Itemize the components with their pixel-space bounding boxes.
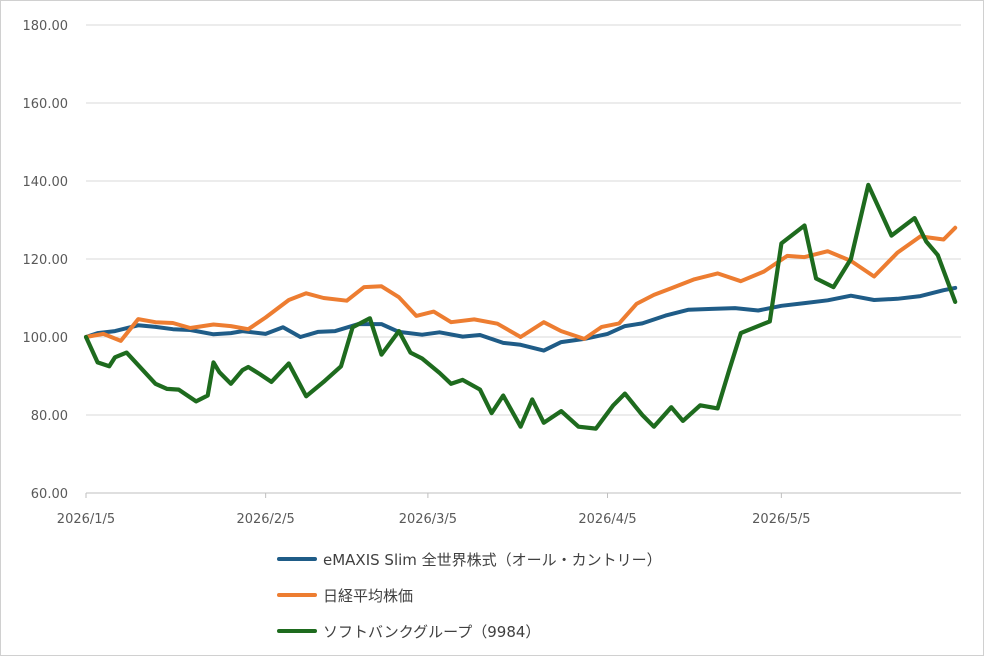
legend-label-nikkei: 日経平均株価 — [323, 586, 414, 605]
legend: eMAXIS Slim 全世界株式（オール・カントリー） 日経平均株価 ソフトバ… — [277, 541, 662, 649]
y-tick-label: 60.00 — [31, 487, 68, 502]
chart-svg: 60.00 80.00 100.00 120.00 140.00 160.00 180.00… — [23, 19, 961, 527]
y-tick-label: 100.00 — [23, 331, 69, 346]
y-tick-label: 140.00 — [23, 175, 69, 190]
legend-label-softbank: ソフトバンクグループ（9984） — [323, 622, 541, 641]
legend-swatch-emaxis — [277, 557, 317, 561]
series-line-nikkei — [84, 225, 958, 343]
x-tick-label: 2026/4/5 — [578, 512, 636, 527]
x-axis: 2026/1/5 2026/2/5 2026/3/5 2026/4/5 2026/5/5 — [57, 492, 961, 527]
x-tick-label: 2026/1/5 — [57, 512, 115, 527]
series-lines — [83, 182, 958, 431]
gridlines — [86, 24, 961, 416]
series-line-softbank — [83, 182, 958, 431]
series-line-emaxis — [84, 285, 958, 353]
legend-item-emaxis: eMAXIS Slim 全世界株式（オール・カントリー） — [277, 541, 662, 577]
y-tick-label: 80.00 — [31, 409, 68, 424]
legend-label-emaxis: eMAXIS Slim 全世界株式（オール・カントリー） — [323, 550, 662, 569]
y-tick-label: 160.00 — [23, 97, 69, 112]
x-tick-label: 2026/5/5 — [752, 512, 810, 527]
legend-swatch-nikkei — [277, 593, 317, 597]
legend-item-nikkei: 日経平均株価 — [277, 577, 662, 613]
x-tick-label: 2026/3/5 — [399, 512, 457, 527]
legend-item-softbank: ソフトバンクグループ（9984） — [277, 613, 662, 649]
y-tick-label: 180.00 — [23, 19, 69, 34]
x-tick-label: 2026/2/5 — [236, 512, 294, 527]
y-axis-tick-labels: 60.00 80.00 100.00 120.00 140.00 160.00 180.00 — [23, 19, 69, 502]
y-tick-label: 120.00 — [23, 253, 69, 268]
legend-swatch-softbank — [277, 629, 317, 633]
